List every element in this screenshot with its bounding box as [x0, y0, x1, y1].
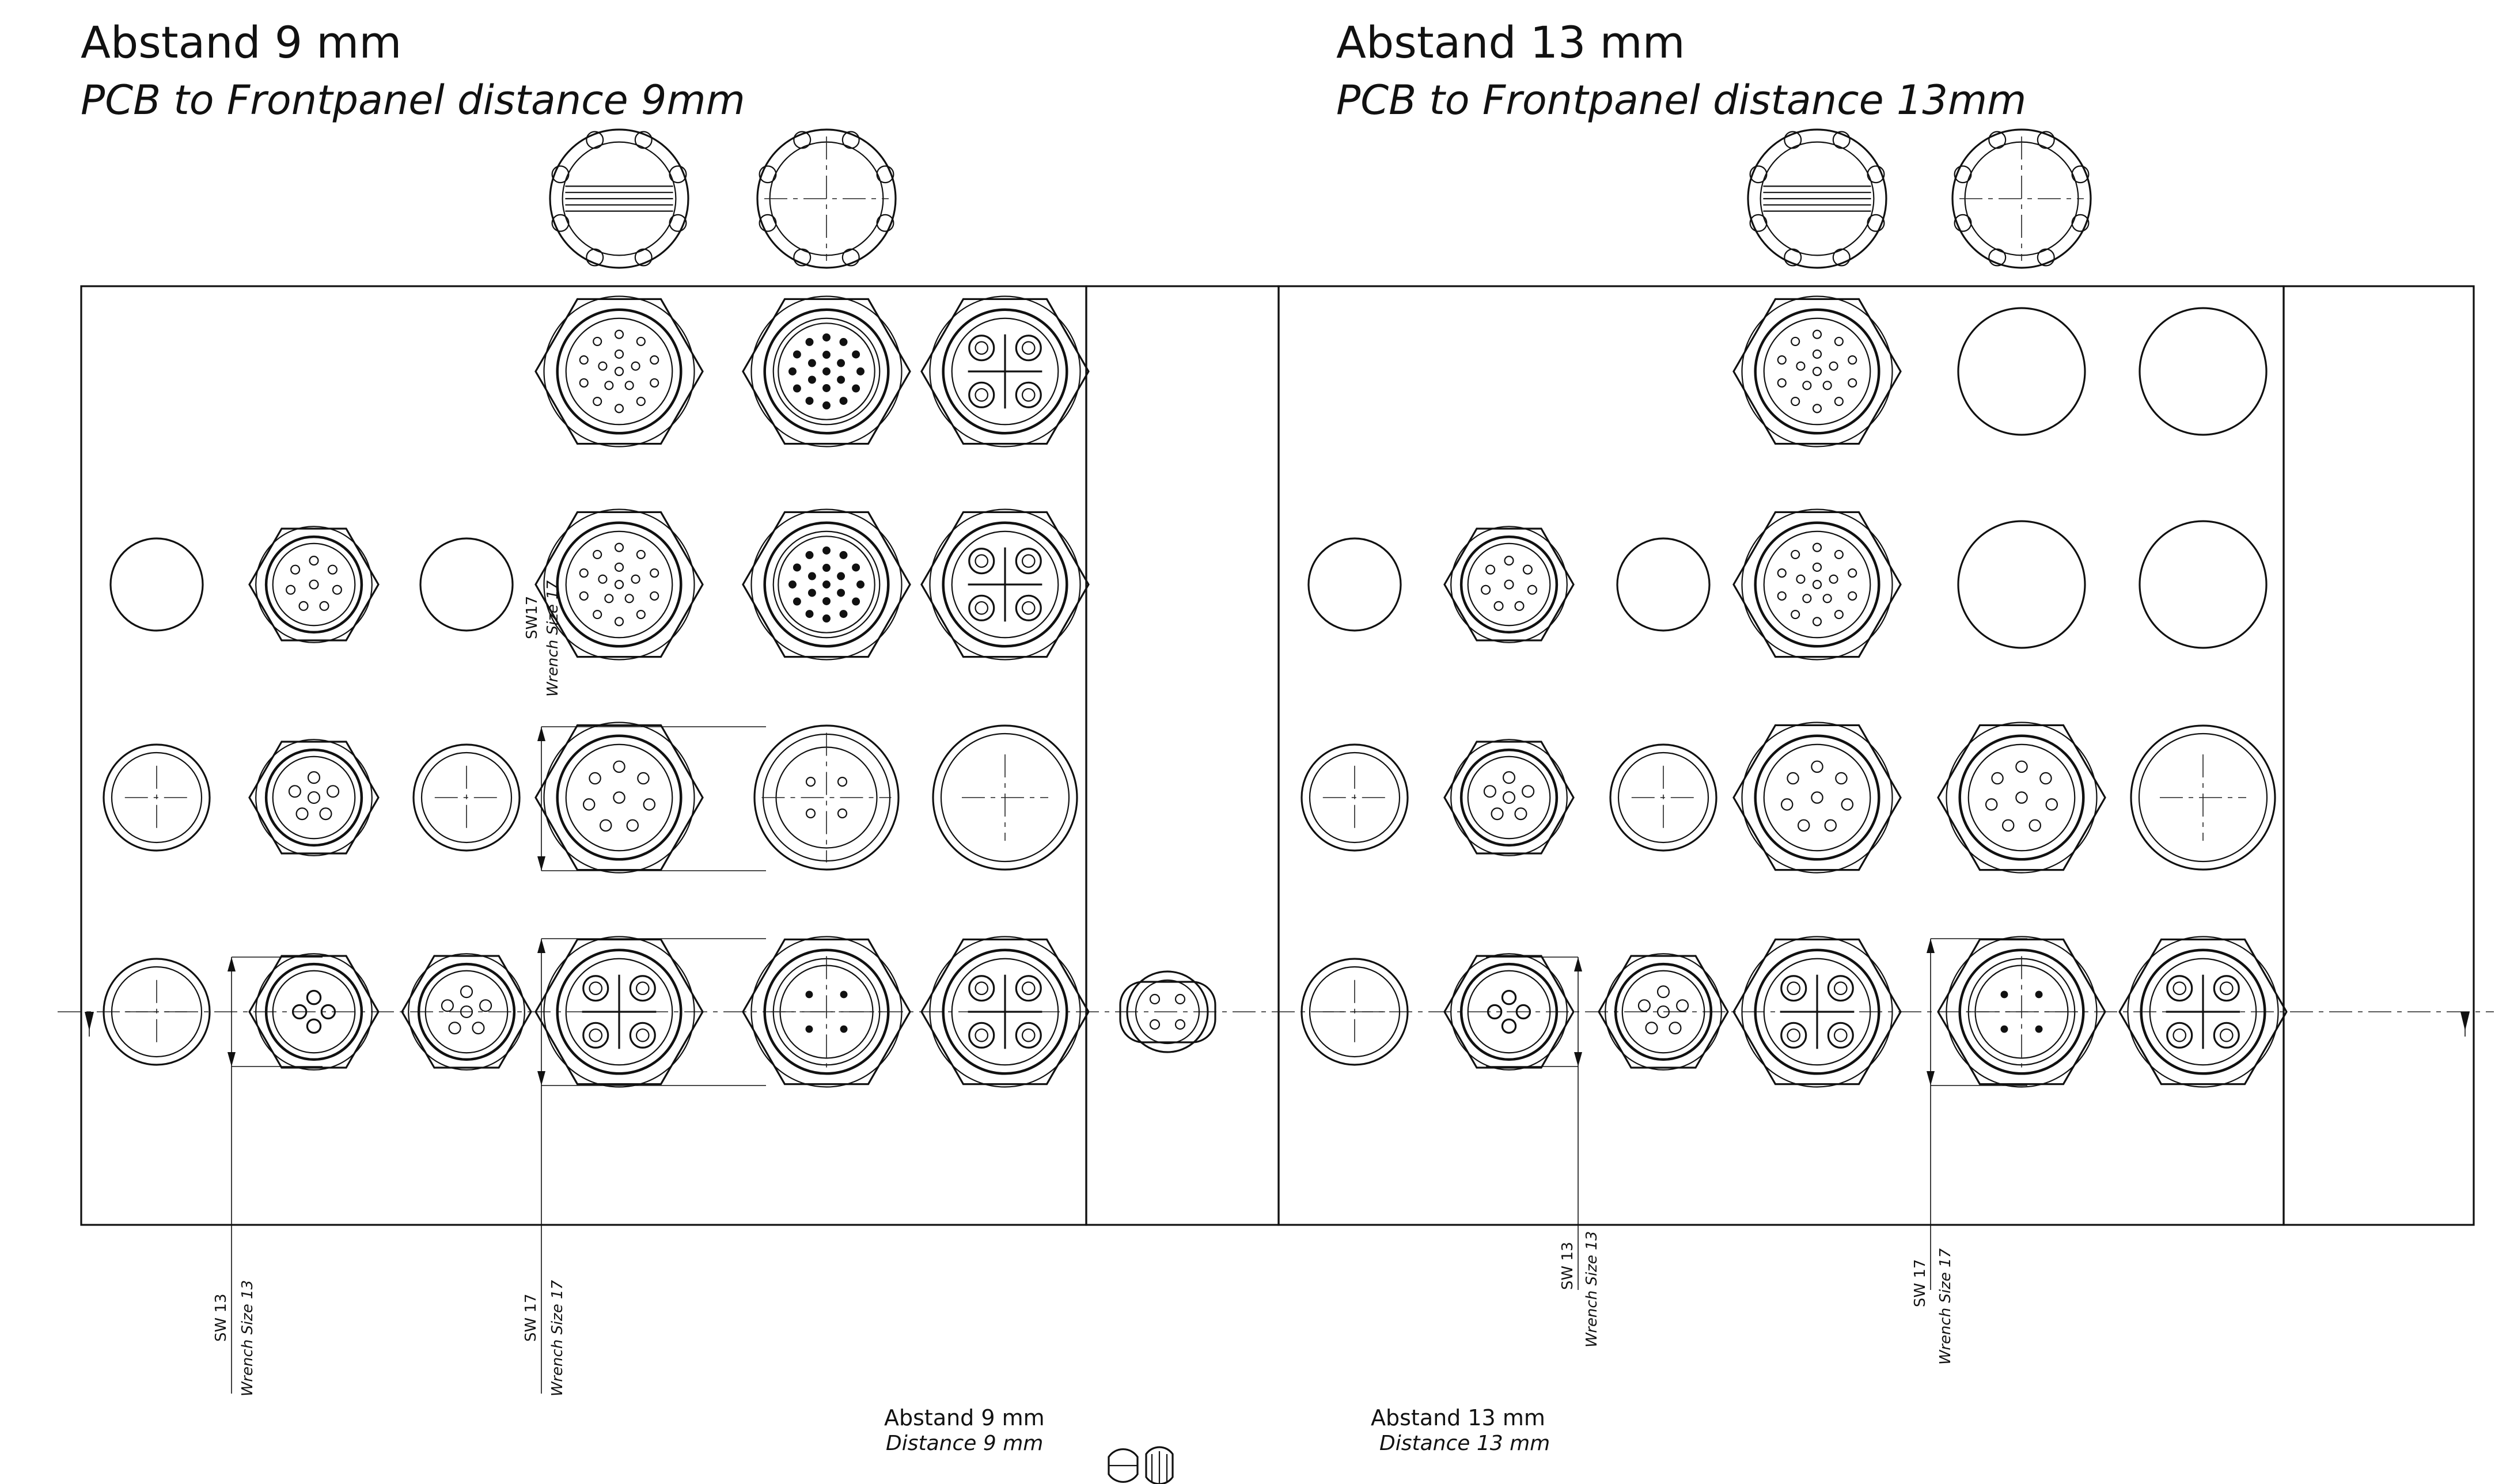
- sw13-label-left: SW 13: [213, 1293, 230, 1342]
- sw17-label-right: SW 17: [1912, 1259, 1929, 1307]
- left-r2-c1: [109, 537, 204, 632]
- right-r4-c5: [1937, 936, 2106, 1088]
- middle-gap: [1085, 285, 1280, 1226]
- right-r1-c5: [1957, 307, 2086, 436]
- left-r4-c1: [103, 958, 211, 1066]
- wrench17-side-label: Wrench Size 17: [544, 580, 562, 697]
- left-r2-c2: [248, 526, 380, 643]
- left-r3-c4: [534, 722, 704, 874]
- right-r4-c3: [1598, 953, 1729, 1071]
- right-r4-c4: [1732, 936, 1902, 1088]
- cap-plain-right: [1951, 128, 2092, 269]
- left-subtitle: PCB to Frontpanel distance 9mm: [81, 77, 745, 124]
- left-r3-c6: [932, 724, 1078, 871]
- sw17-label-left: SW 17: [522, 1293, 540, 1342]
- right-r3-c6: [2130, 724, 2276, 871]
- left-title: Abstand 9 mm: [81, 17, 401, 68]
- right-r1-c4: [1732, 295, 1902, 447]
- left-r1-c4: [534, 295, 704, 447]
- right-r1-c6: [2139, 307, 2268, 436]
- right-r2-c5: [1957, 520, 2086, 649]
- left-r4-c6: [920, 936, 1090, 1088]
- left-r1-c5: [742, 295, 911, 447]
- left-r2-c4: [534, 508, 704, 661]
- wrench17-label-right: Wrench Size 17: [1937, 1248, 1954, 1365]
- legend-right-title: Abstand 13 mm: [1371, 1405, 1545, 1430]
- wrench13-label-right: Wrench Size 13: [1583, 1231, 1601, 1348]
- left-r3-c3: [412, 743, 521, 852]
- right-r4-c6: [2118, 936, 2288, 1088]
- left-r3-c2: [248, 739, 380, 856]
- left-r3-c5: [753, 724, 900, 871]
- right-r3-c2: [1443, 739, 1575, 856]
- cap-plain-left: [756, 128, 897, 269]
- left-r2-c5: [742, 508, 911, 661]
- wrench13-label-left: Wrench Size 13: [239, 1280, 256, 1396]
- legend-left-sub: Distance 9 mm: [886, 1432, 1043, 1455]
- right-subtitle: PCB to Frontpanel distance 13mm: [1336, 77, 2026, 124]
- left-r4-c2: [248, 953, 380, 1071]
- right-edge-strip: [2282, 285, 2475, 1226]
- right-title: Abstand 13 mm: [1336, 17, 1685, 68]
- left-r2-c3: [419, 537, 514, 632]
- panel-outlines: [80, 285, 2475, 1226]
- right-r4-c2: [1443, 953, 1575, 1071]
- cap-grooved-left: [549, 128, 689, 269]
- left-r4-c4: [534, 936, 704, 1088]
- right-r3-c3: [1609, 743, 1717, 852]
- left-dimensions: [228, 726, 766, 1394]
- right-r2-c1: [1307, 537, 1402, 632]
- left-r1-c6: [920, 295, 1090, 447]
- right-r3-c1: [1301, 743, 1409, 852]
- left-r3-c1: [103, 743, 211, 852]
- right-r2-c6: [2139, 520, 2268, 649]
- left-r2-c6: [920, 508, 1090, 661]
- right-r3-c5: [1937, 722, 2106, 874]
- legend-left-title: Abstand 9 mm: [884, 1405, 1045, 1430]
- right-r2-c3: [1616, 537, 1711, 632]
- right-r4-c1: [1301, 958, 1409, 1066]
- connector-layer: [103, 128, 2288, 1088]
- wrench17-label-left: Wrench Size 17: [549, 1280, 566, 1396]
- right-dimensions: [1486, 938, 2027, 1290]
- right-r3-c4: [1732, 722, 1902, 874]
- sw17-side-label: SW17: [524, 596, 541, 639]
- cap-grooved-right: [1747, 128, 1887, 269]
- left-r4-c5: [742, 936, 911, 1088]
- legend-right-sub: Distance 13 mm: [1379, 1432, 1550, 1455]
- left-r4-c3: [401, 953, 532, 1071]
- sw13-label-right: SW 13: [1559, 1242, 1576, 1290]
- legend-nut-icon: [1108, 1446, 1174, 1484]
- middle-flange-connector: [1119, 970, 1216, 1053]
- right-r2-c4: [1732, 508, 1902, 661]
- right-r2-c2: [1443, 526, 1575, 643]
